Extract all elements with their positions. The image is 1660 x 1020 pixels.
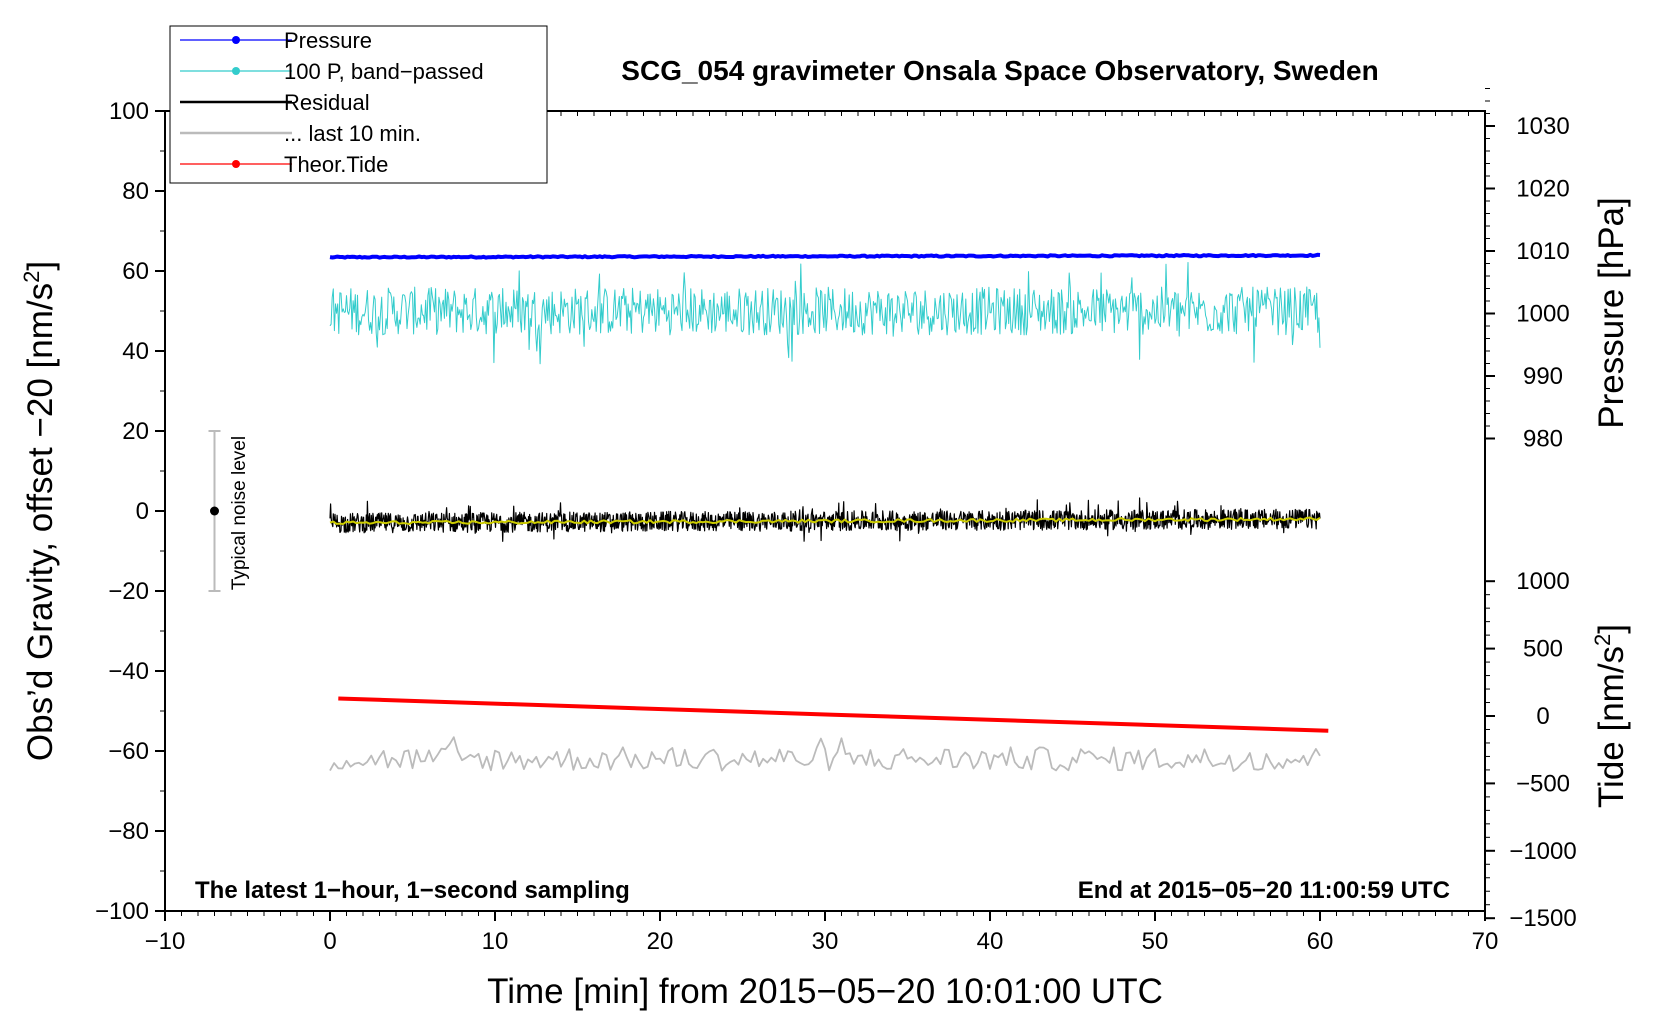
data-series (329, 252, 1329, 772)
annotation-sampling: The latest 1−hour, 1−second sampling (195, 877, 630, 904)
tide-tick-label: 500 (1523, 636, 1563, 663)
y-tick-label: −20 (108, 578, 149, 605)
tide-tick-label: 0 (1536, 703, 1549, 730)
pressure-tick-label: 1010 (1516, 238, 1569, 265)
series-100-p-band-passed (329, 262, 1321, 365)
legend-marker-0 (232, 36, 240, 44)
series-theor-tide (338, 696, 1329, 733)
y-tick-label: 0 (136, 498, 149, 525)
legend-label-1: 100 P, band−passed (284, 59, 484, 84)
y-axis-label-left: Obs’d Gravity, offset −20 [nm/s2] (19, 261, 60, 761)
noise-bar-center-dot (210, 506, 219, 516)
x-tick-label: 60 (1307, 928, 1334, 955)
plot-frame (164, 110, 1486, 912)
series-residual (329, 497, 1321, 542)
y-tick-label: 80 (122, 178, 149, 205)
y-axis-label-tide-main: Tide [nm/s (1592, 646, 1631, 808)
tide-tick-label: −1000 (1509, 838, 1576, 865)
series--last-10-min (329, 736, 1321, 772)
tick-labels: −10 0 10 20 30 40 50 60 70100806040200−20−40−60−… (95, 98, 1577, 955)
y-axis-label-tide: Tide [nm/s2] (1590, 624, 1631, 808)
x-tick-label: 20 (647, 928, 674, 955)
x-tick-label: 0 (323, 928, 336, 955)
series-residual-smoothed (329, 516, 1321, 526)
axis-ticks (155, 88, 1495, 921)
y-tick-label: −80 (108, 818, 149, 845)
y-tick-label: 100 (109, 98, 149, 125)
tide-tick-label: −1500 (1509, 905, 1576, 932)
pressure-tick-label: 990 (1523, 363, 1563, 390)
legend-label-3: ... last 10 min. (284, 121, 421, 146)
x-tick-label: 40 (977, 928, 1004, 955)
x-tick-label: 30 (812, 928, 839, 955)
y-axis-label-tide-sup: 2 (1590, 634, 1615, 646)
x-tick-label: 70 (1472, 928, 1499, 955)
x-tick-label: −10 (145, 928, 186, 955)
y-axis-label-tide-end: ] (1592, 624, 1631, 634)
tide-tick-label: −500 (1516, 770, 1570, 797)
y-tick-label: −40 (108, 658, 149, 685)
y-axis-label-left-main: Obs’d Gravity, offset −20 [nm/s (21, 283, 60, 761)
legend-label-4: Theor.Tide (284, 152, 388, 177)
y-axis-label-pressure: Pressure [hPa] (1592, 197, 1631, 429)
legend-label-0: Pressure (284, 28, 372, 53)
y-axis-label-left-end: ] (21, 261, 60, 271)
legend-marker-1 (232, 67, 240, 75)
noise-level-label: Typical noise level (229, 436, 250, 590)
x-tick-label: 10 (482, 928, 509, 955)
x-tick-label: 50 (1142, 928, 1169, 955)
series-pressure (329, 252, 1321, 260)
y-axis-label-left-sup: 2 (19, 271, 44, 283)
y-tick-label: 60 (122, 258, 149, 285)
legend-label-2: Residual (284, 90, 370, 115)
noise-level-indicator (208, 430, 221, 592)
pressure-tick-label: 980 (1523, 426, 1563, 453)
y-tick-label: −100 (95, 898, 149, 925)
y-tick-label: −60 (108, 738, 149, 765)
pressure-tick-label: 1030 (1516, 113, 1569, 140)
legend-box (169, 25, 548, 184)
chart-title: SCG_054 gravimeter Onsala Space Observat… (621, 55, 1378, 86)
legend: Pressure 100 P, band−passed Residual ... la… (169, 25, 548, 184)
y-tick-label: 40 (122, 338, 149, 365)
y-tick-label: 20 (122, 418, 149, 445)
annotation-end-time: End at 2015−05−20 11:00:59 UTC (1078, 877, 1450, 904)
tide-tick-label: 1000 (1516, 568, 1569, 595)
legend-marker-4 (232, 160, 240, 168)
x-axis-label: Time [min] from 2015−05−20 10:01:00 UTC (487, 972, 1163, 1011)
pressure-tick-label: 1000 (1516, 301, 1569, 328)
pressure-tick-label: 1020 (1516, 176, 1569, 203)
